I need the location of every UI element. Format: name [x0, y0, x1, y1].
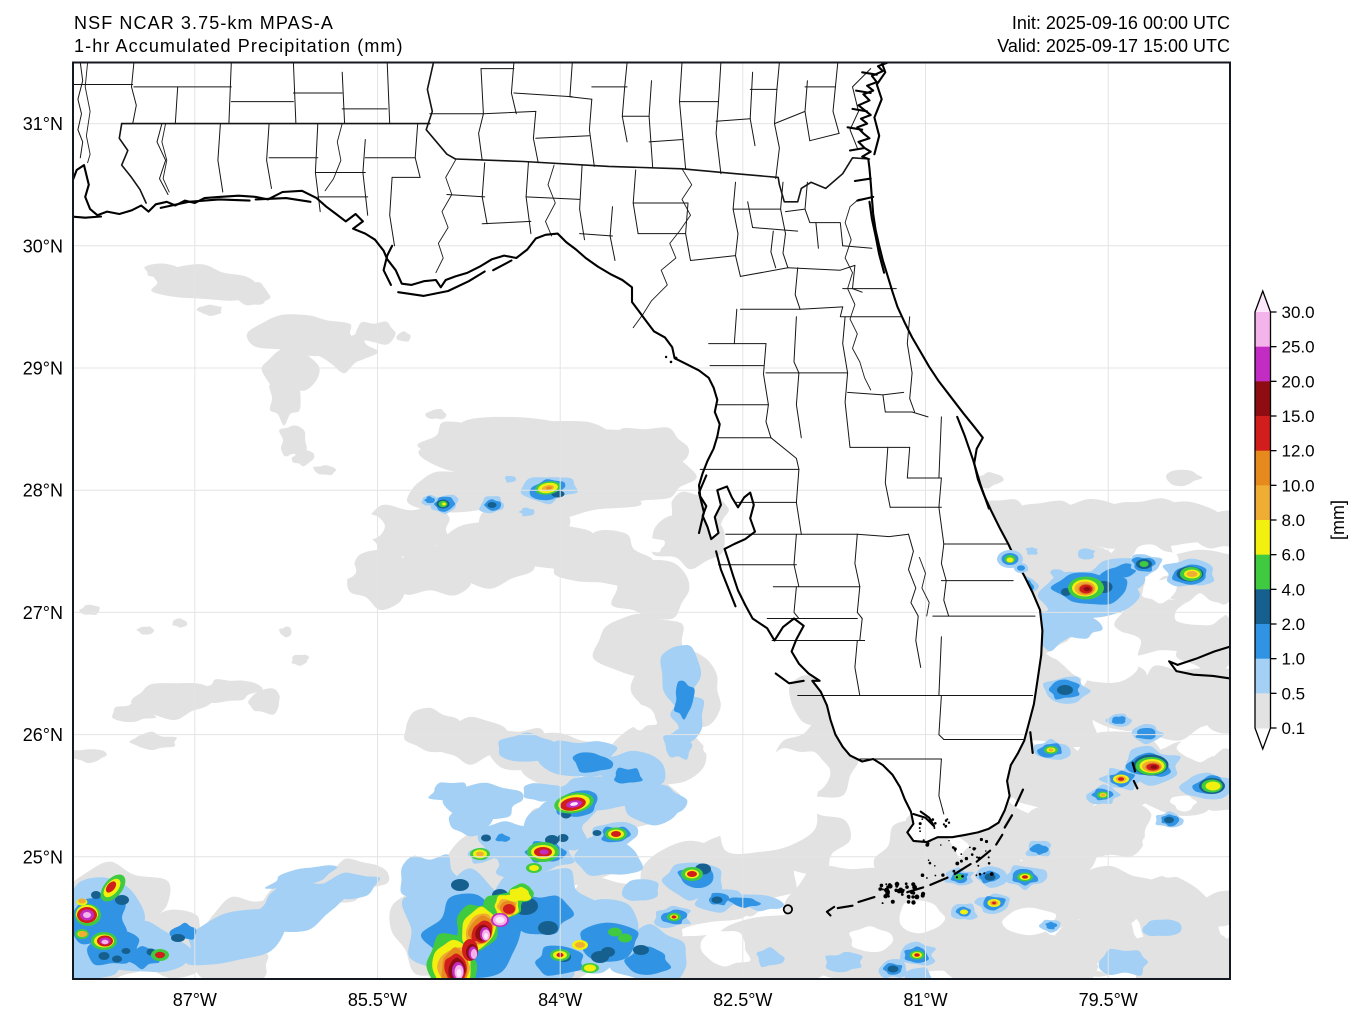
svg-text:25°N: 25°N: [23, 847, 63, 867]
svg-text:Init: 2025-09-16 00:00 UTC: Init: 2025-09-16 00:00 UTC: [1012, 13, 1230, 33]
svg-text:30.0: 30.0: [1282, 303, 1315, 322]
svg-text:85.5°W: 85.5°W: [348, 990, 407, 1010]
svg-text:[mm]: [mm]: [1328, 500, 1348, 540]
svg-text:1-hr Accumulated Precipitation: 1-hr Accumulated Precipitation (mm): [74, 36, 404, 56]
svg-text:6.0: 6.0: [1282, 546, 1306, 565]
svg-text:4.0: 4.0: [1282, 580, 1306, 599]
svg-text:30°N: 30°N: [23, 236, 63, 256]
svg-text:27°N: 27°N: [23, 603, 63, 623]
svg-text:2.0: 2.0: [1282, 615, 1306, 634]
svg-text:79.5°W: 79.5°W: [1079, 990, 1138, 1010]
svg-text:15.0: 15.0: [1282, 407, 1315, 426]
svg-text:0.1: 0.1: [1282, 719, 1306, 738]
svg-text:1.0: 1.0: [1282, 650, 1306, 669]
svg-text:8.0: 8.0: [1282, 511, 1306, 530]
svg-text:NSF NCAR 3.75-km MPAS-A: NSF NCAR 3.75-km MPAS-A: [74, 13, 334, 33]
svg-text:12.0: 12.0: [1282, 442, 1315, 461]
svg-text:25.0: 25.0: [1282, 338, 1315, 357]
svg-text:87°W: 87°W: [173, 990, 217, 1010]
svg-text:10.0: 10.0: [1282, 476, 1315, 495]
svg-text:31°N: 31°N: [23, 114, 63, 134]
svg-text:Valid: 2025-09-17 15:00 UTC: Valid: 2025-09-17 15:00 UTC: [997, 36, 1230, 56]
svg-text:0.5: 0.5: [1282, 684, 1306, 703]
svg-text:28°N: 28°N: [23, 481, 63, 501]
svg-text:82.5°W: 82.5°W: [713, 990, 772, 1010]
svg-text:84°W: 84°W: [538, 990, 582, 1010]
svg-text:26°N: 26°N: [23, 725, 63, 745]
svg-text:20.0: 20.0: [1282, 372, 1315, 391]
svg-text:29°N: 29°N: [23, 359, 63, 379]
svg-text:81°W: 81°W: [903, 990, 947, 1010]
